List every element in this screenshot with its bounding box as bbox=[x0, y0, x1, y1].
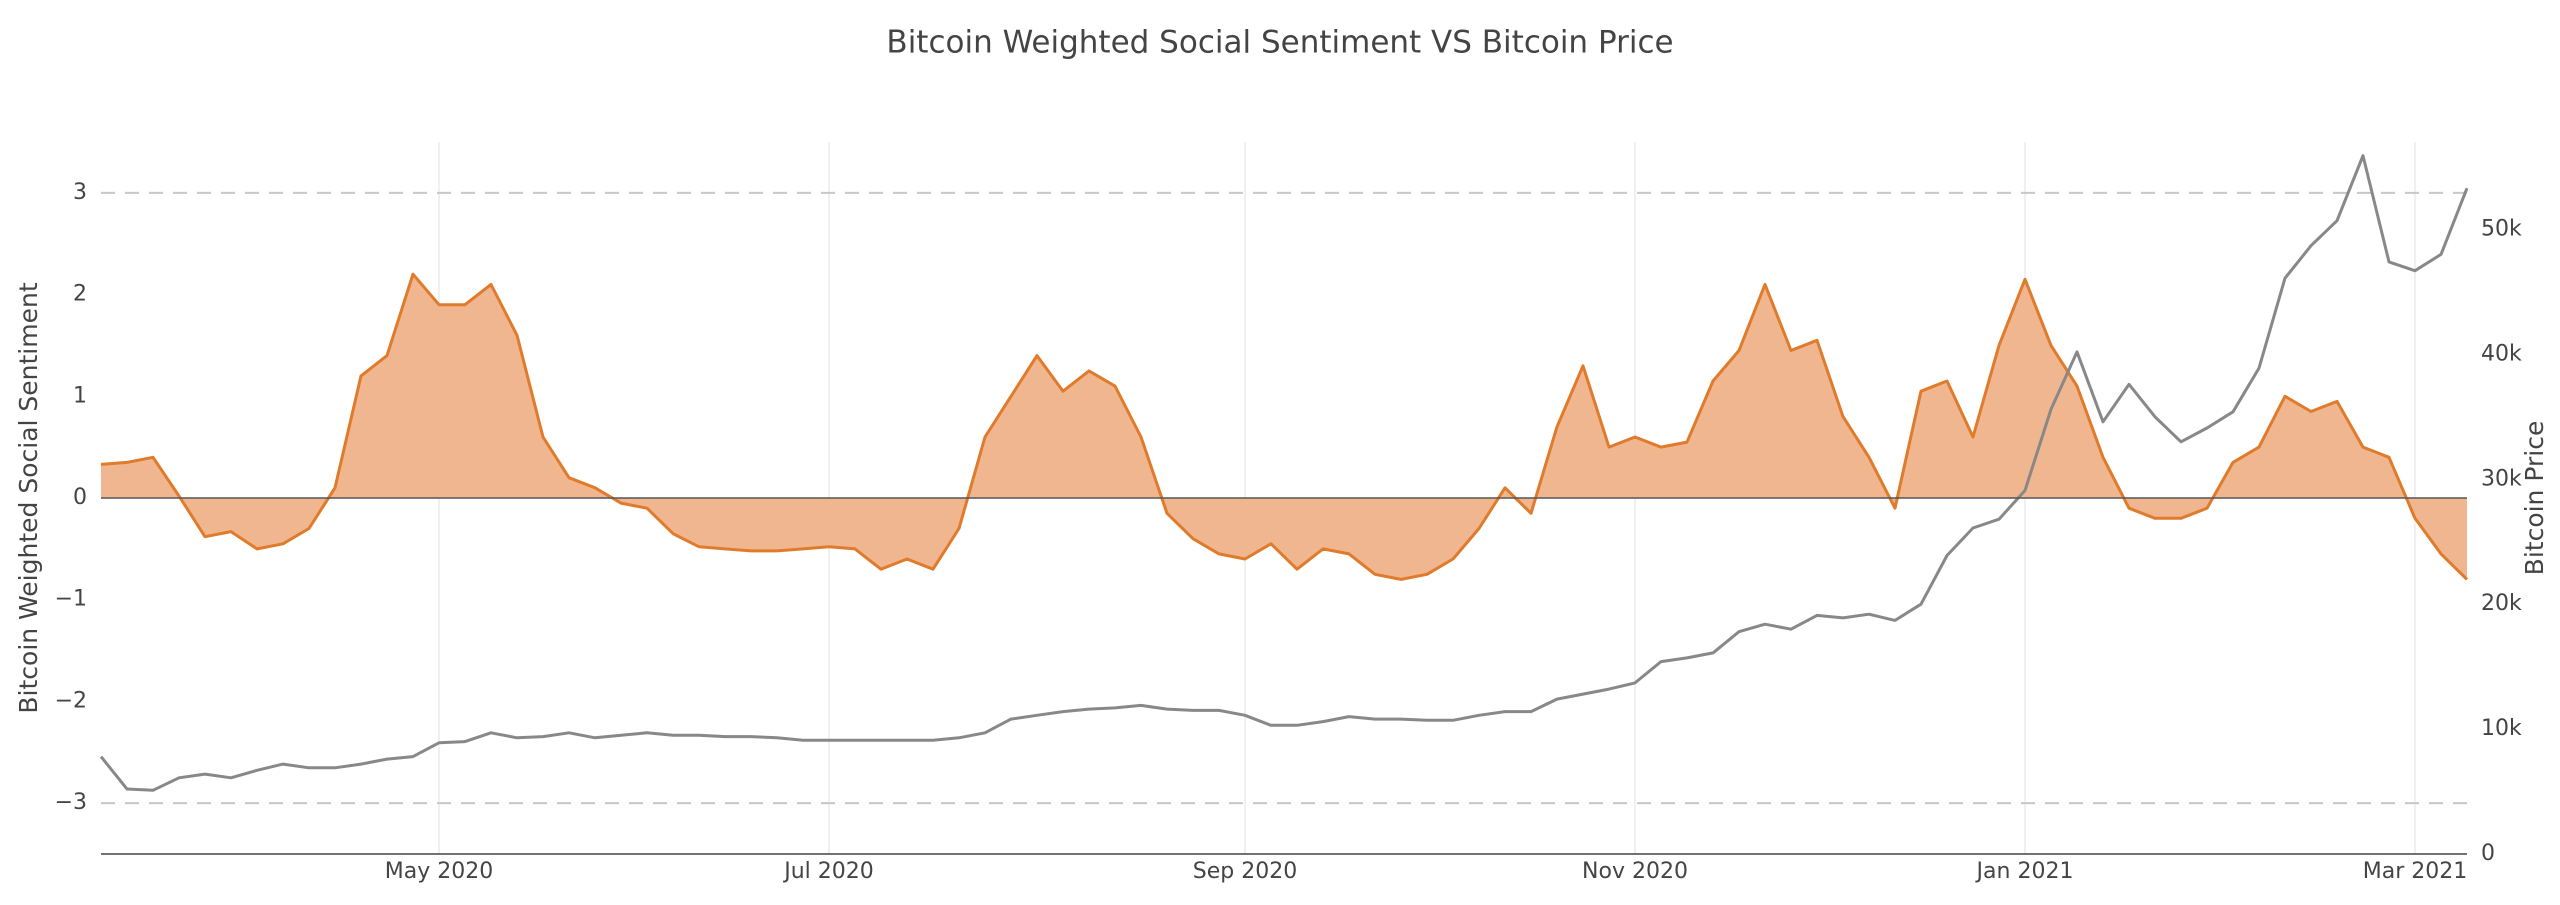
area-fill bbox=[101, 274, 2467, 580]
x-tick-label: May 2020 bbox=[385, 859, 493, 884]
y-tick-label: −3 bbox=[55, 790, 87, 815]
x-tick-label: Jan 2021 bbox=[1975, 859, 2074, 884]
x-tick-label: Sep 2020 bbox=[1193, 859, 1297, 884]
y-tick-label: 1 bbox=[73, 383, 87, 408]
y-tick-label: 0 bbox=[73, 485, 87, 510]
y2-tick-label: 30k bbox=[2481, 466, 2522, 491]
y2-tick-label: 20k bbox=[2481, 591, 2522, 616]
y-tick-label: 2 bbox=[73, 282, 87, 307]
y2-tick-label: 40k bbox=[2481, 341, 2522, 366]
y2-tick-label: 10k bbox=[2481, 716, 2522, 741]
x-tick-label: Mar 2021 bbox=[2363, 859, 2468, 884]
y-tick-label: −2 bbox=[55, 688, 87, 713]
y2-tick-label: 0 bbox=[2481, 841, 2495, 866]
y2-tick-label: 50k bbox=[2481, 216, 2522, 241]
y-tick-label: −1 bbox=[55, 587, 87, 612]
x-tick-label: Nov 2020 bbox=[1582, 859, 1688, 884]
chart-title: Bitcoin Weighted Social Sentiment VS Bit… bbox=[886, 25, 1673, 61]
y2-axis-title: Bitcoin Price bbox=[2520, 421, 2549, 576]
y-tick-label: 3 bbox=[73, 180, 87, 205]
y-axis-title: Bitcoin Weighted Social Sentiment bbox=[14, 282, 43, 713]
x-tick-label: Jul 2020 bbox=[782, 859, 874, 884]
area-line bbox=[100, 272, 2469, 581]
line bbox=[99, 154, 2469, 792]
